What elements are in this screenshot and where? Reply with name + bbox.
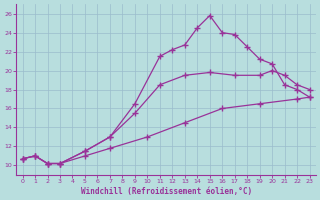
X-axis label: Windchill (Refroidissement éolien,°C): Windchill (Refroidissement éolien,°C): [81, 187, 252, 196]
